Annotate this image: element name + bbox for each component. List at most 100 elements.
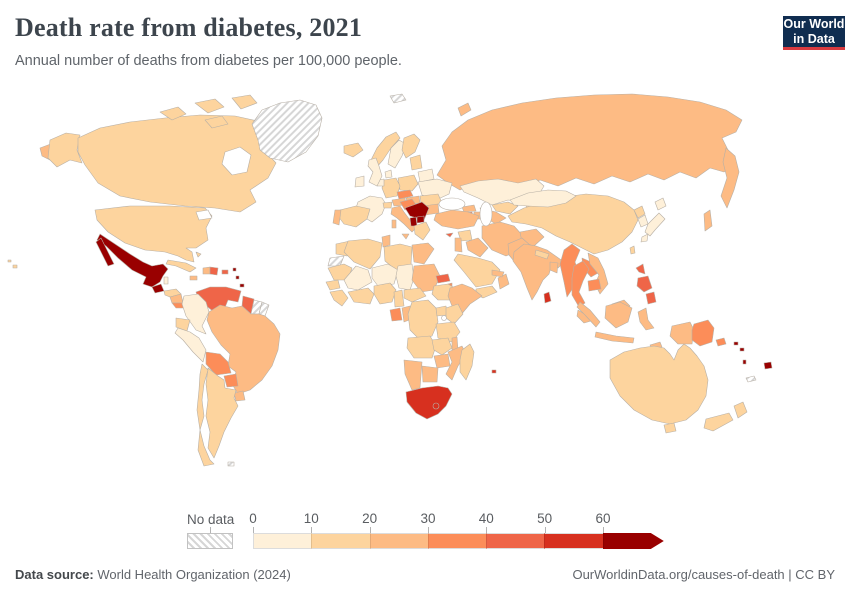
country-uzbekistan[interactable] bbox=[491, 201, 519, 215]
country-senegal[interactable] bbox=[325, 279, 341, 291]
legend-bin-40-50[interactable] bbox=[486, 533, 545, 549]
country-russia-kamchatka[interactable] bbox=[720, 147, 740, 209]
country-nigeria[interactable] bbox=[373, 282, 397, 305]
legend-bin-60-plus[interactable] bbox=[602, 533, 664, 549]
legend-bin-20-30[interactable] bbox=[369, 533, 428, 549]
country-poland[interactable] bbox=[397, 174, 419, 192]
country-mexico-baja[interactable] bbox=[95, 237, 115, 267]
country-trinidad[interactable] bbox=[239, 283, 245, 288]
country-baltic-states[interactable] bbox=[409, 154, 423, 171]
country-south-africa[interactable] bbox=[405, 385, 453, 420]
country-mexico[interactable] bbox=[96, 233, 169, 288]
country-dominican-republic[interactable] bbox=[209, 266, 219, 276]
country-ireland[interactable] bbox=[354, 175, 365, 188]
country-canada-island-3[interactable] bbox=[231, 94, 258, 110]
country-svalbard[interactable] bbox=[389, 93, 407, 104]
country-fiji[interactable] bbox=[763, 361, 773, 370]
country-uruguay[interactable] bbox=[233, 390, 246, 402]
country-jamaica[interactable] bbox=[189, 275, 198, 281]
country-greece[interactable] bbox=[413, 221, 431, 241]
country-namibia[interactable] bbox=[403, 359, 423, 391]
country-cambodia[interactable] bbox=[587, 278, 602, 292]
country-canada-island-1[interactable] bbox=[159, 106, 187, 121]
country-united-kingdom[interactable] bbox=[367, 157, 383, 187]
country-botswana[interactable] bbox=[421, 365, 439, 383]
legend-bin-0-10[interactable] bbox=[253, 533, 312, 549]
country-colombia[interactable] bbox=[181, 293, 210, 335]
country-ukraine[interactable] bbox=[417, 178, 453, 201]
country-vanuatu[interactable] bbox=[742, 359, 747, 365]
country-lesser-antilles-2[interactable] bbox=[235, 275, 240, 280]
country-new-zealand-south[interactable] bbox=[703, 412, 734, 432]
country-turkey[interactable] bbox=[433, 209, 480, 230]
country-eritrea[interactable] bbox=[435, 273, 451, 284]
country-mauritius[interactable] bbox=[491, 369, 497, 374]
country-italy[interactable] bbox=[390, 205, 417, 233]
country-algeria[interactable] bbox=[343, 238, 383, 270]
country-car[interactable] bbox=[403, 287, 427, 303]
country-canada-island-2[interactable] bbox=[194, 98, 225, 114]
country-cuba[interactable] bbox=[165, 259, 197, 273]
country-solomon-islands-2[interactable] bbox=[739, 347, 745, 352]
country-peru[interactable] bbox=[174, 327, 207, 363]
country-chad[interactable] bbox=[395, 263, 415, 291]
country-philippines-luzon[interactable] bbox=[635, 263, 646, 275]
country-cameroon[interactable] bbox=[393, 289, 405, 308]
country-lesser-antilles-1[interactable] bbox=[232, 267, 237, 272]
country-japan-hokkaido[interactable] bbox=[654, 197, 667, 211]
country-north-macedonia[interactable] bbox=[416, 215, 425, 224]
country-usa-mainland[interactable] bbox=[94, 205, 213, 263]
country-russia[interactable] bbox=[436, 93, 743, 191]
country-serbia-bosnia[interactable] bbox=[404, 201, 430, 221]
country-italy-sicily[interactable] bbox=[401, 233, 410, 240]
country-falklands[interactable] bbox=[227, 461, 235, 467]
legend-bin-50-60[interactable] bbox=[544, 533, 603, 549]
country-canada-island-4[interactable] bbox=[204, 115, 229, 129]
country-uganda[interactable] bbox=[435, 305, 448, 317]
country-indonesia-java[interactable] bbox=[594, 331, 635, 344]
country-solomon-islands[interactable] bbox=[733, 341, 739, 346]
country-png-new-britain[interactable] bbox=[715, 337, 727, 347]
country-switzerland[interactable] bbox=[382, 201, 393, 209]
country-niger[interactable] bbox=[371, 263, 399, 287]
legend-bin-30-40[interactable] bbox=[427, 533, 487, 549]
country-iraq[interactable] bbox=[465, 237, 489, 258]
country-gabon[interactable] bbox=[389, 307, 403, 322]
country-germany[interactable] bbox=[381, 177, 401, 199]
country-dr-congo[interactable] bbox=[407, 299, 439, 341]
country-japan-kyushu[interactable] bbox=[640, 233, 649, 243]
country-iceland[interactable] bbox=[343, 142, 364, 158]
no-data-swatch[interactable] bbox=[187, 533, 233, 549]
country-bolivia[interactable] bbox=[205, 351, 232, 376]
country-chile[interactable] bbox=[196, 363, 215, 467]
country-russia-sakhalin[interactable] bbox=[703, 209, 713, 232]
country-albania[interactable] bbox=[409, 216, 418, 227]
country-italy-sardinia[interactable] bbox=[391, 219, 397, 229]
country-mongolia[interactable] bbox=[509, 189, 577, 208]
legend-bin-10-20[interactable] bbox=[311, 533, 370, 549]
country-bahamas[interactable] bbox=[195, 251, 202, 258]
country-madagascar[interactable] bbox=[459, 343, 475, 381]
country-angola[interactable] bbox=[406, 335, 437, 359]
country-usa-hawaii-2[interactable] bbox=[12, 264, 18, 269]
country-australia-tasmania[interactable] bbox=[663, 422, 677, 434]
country-denmark[interactable] bbox=[384, 169, 393, 179]
country-nepal[interactable] bbox=[534, 249, 550, 260]
country-finland[interactable] bbox=[401, 133, 421, 159]
country-belarus[interactable] bbox=[417, 168, 435, 183]
country-vietnam[interactable] bbox=[587, 252, 609, 295]
country-philippines-visayas[interactable] bbox=[636, 275, 653, 293]
country-north-korea[interactable] bbox=[633, 205, 646, 219]
country-saudi-arabia[interactable] bbox=[453, 253, 501, 288]
country-usa-alaska[interactable] bbox=[47, 132, 83, 168]
country-indonesia-sumatra[interactable] bbox=[576, 301, 601, 328]
country-oman[interactable] bbox=[497, 273, 510, 290]
country-russia-novaya-zemlya[interactable] bbox=[457, 102, 472, 117]
country-mali[interactable] bbox=[343, 265, 373, 291]
country-puerto-rico[interactable] bbox=[221, 269, 229, 275]
country-georgia[interactable] bbox=[461, 204, 477, 213]
country-paraguay[interactable] bbox=[223, 373, 239, 388]
country-portugal[interactable] bbox=[332, 209, 342, 226]
country-bangladesh[interactable] bbox=[549, 261, 559, 274]
credit-text[interactable]: OurWorldinData.org/causes-of-death | CC … bbox=[572, 567, 835, 582]
